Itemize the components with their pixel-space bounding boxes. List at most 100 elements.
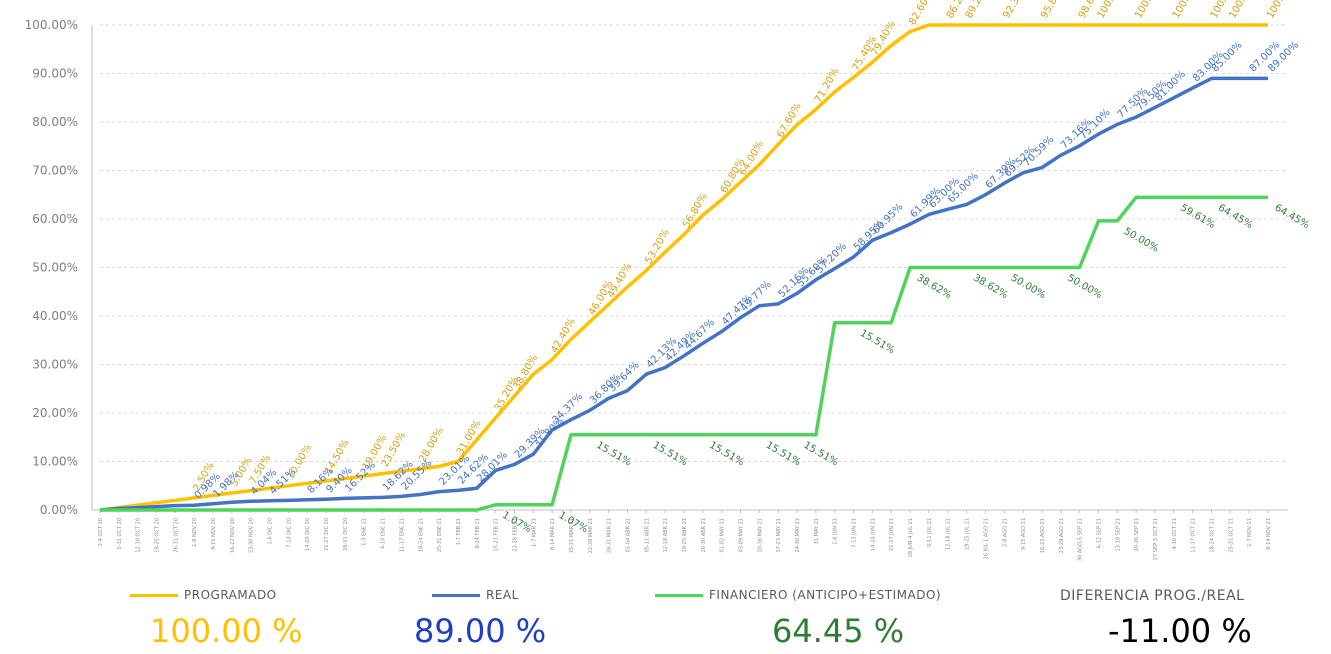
x-tick-label: 1-8 NOV 20: [192, 518, 198, 547]
x-tick-label: 11-17 ENE 21: [399, 518, 405, 552]
x-tick-label: 18-24 OCT 21: [1209, 518, 1215, 553]
series-lines: [99, 23, 1268, 512]
x-tick-label: 03-09 MAY 21: [739, 518, 745, 552]
x-tick-label: 1-6 DIC 20: [268, 518, 274, 545]
y-tick-label: 30.00%: [32, 358, 78, 372]
x-tick-label: 1-6 JUN 21: [833, 518, 839, 545]
x-tick-label: 28-31 DIC 20: [343, 518, 349, 551]
series-line-financiero: [100, 195, 1268, 512]
x-tick-label: 6-12 SEP 21: [1096, 518, 1102, 548]
series-line-programado: [99, 23, 1268, 512]
data-label-financiero: 64.45%: [1273, 202, 1312, 231]
legend-item-financiero: FINANCIERO (ANTICIPO+ESTIMADO): [655, 584, 941, 606]
data-label-financiero: 15.51%: [594, 440, 633, 469]
legend-swatch-financiero: [655, 593, 703, 597]
x-tick-label: 16-22 NOV 20: [230, 518, 236, 553]
y-tick-label: 70.00%: [32, 164, 78, 178]
diferencia-label: DIFERENCIA PROG./REAL: [1060, 588, 1245, 604]
x-tick-label: 7-13 JUN 21: [852, 518, 858, 548]
x-tick-label: 11-17 OCT 21: [1191, 518, 1197, 553]
x-tick-label: 8-14 FEB 21: [475, 518, 481, 548]
x-tick-label: 19-25 ABR 21: [682, 518, 688, 552]
x-tick-label: 30 AGO-5 SEP 21: [1078, 518, 1084, 561]
x-tick-label: 22-28 FEB 21: [512, 518, 518, 552]
data-label-programado: 95.80%: [1039, 0, 1068, 21]
data-label-programado: 28.00%: [417, 426, 446, 465]
data-label-programado: 100.00%: [1133, 0, 1165, 21]
x-tick-label: 19-25 OCT 20: [155, 518, 161, 553]
x-tick-label: 27 SEP-3 OCT 21: [1153, 518, 1159, 560]
x-tick-label: 20-26 SEP 21: [1134, 518, 1140, 551]
data-label-financiero: 15.51%: [651, 440, 690, 469]
x-axis: 2-4 OCT 20 5-11 OCT 20 12-18 OCT 20 19-25 O…: [92, 509, 1288, 561]
y-tick-label: 80.00%: [32, 115, 78, 129]
x-tick-label: 12-18 OCT 20: [136, 518, 142, 553]
y-tick-label: 100.00%: [25, 18, 78, 32]
grid-lines: [100, 24, 1288, 511]
data-label-programado: 82.60%: [907, 0, 936, 27]
y-tick-label: 90.00%: [32, 67, 78, 81]
x-tick-label: 16-22 AGO 21: [1040, 518, 1046, 553]
x-tick-label: 13-19 SEP 21: [1115, 518, 1121, 551]
data-label-financiero: 15.51%: [802, 440, 841, 469]
y-tick-label: 20.00%: [32, 406, 78, 420]
x-tick-label: 26 JUL-1 AGO 21: [983, 518, 989, 559]
x-tick-label: 29-31 MAR 21: [607, 518, 613, 553]
data-label-financiero: 50.00%: [1122, 226, 1161, 255]
legend-label-programado: PROGRAMADO: [184, 588, 277, 602]
data-label-programado: 100.00%: [1171, 0, 1203, 21]
data-label-financiero: 59.61%: [1178, 202, 1217, 231]
series-line-real: [99, 76, 1268, 512]
x-tick-label: 5-11 OCT 20: [117, 518, 123, 549]
y-axis: 0.00% 10.00% 20.00% 30.00% 40.00% 50.00% 60.00…: [25, 18, 93, 517]
data-label-programado: 100.00%: [1227, 0, 1259, 21]
x-tick-label: 18-24 ENE 21: [418, 518, 424, 552]
x-tick-label: 14-20 JUN 21: [870, 518, 876, 551]
legend-label-real: REAL: [486, 588, 519, 602]
y-tick-label: 60.00%: [32, 212, 78, 226]
data-label-financiero: 15.51%: [707, 440, 746, 469]
x-tick-label: 24-30 MAY 21: [795, 518, 801, 552]
y-tick-label: 50.00%: [32, 261, 78, 275]
summary-diferencia-value: -11.00 %: [1108, 612, 1252, 650]
summary-real-value: 89.00 %: [414, 612, 547, 650]
x-tick-label: 1-3 ENE 21: [362, 518, 368, 546]
x-tick-label: 4-10 ENE 21: [381, 518, 387, 549]
x-tick-label: 14-20 DIC 20: [305, 518, 311, 551]
data-label-financiero: 50.00%: [1065, 273, 1104, 302]
x-tick-label: 23-30 NOV 20: [249, 518, 255, 553]
legend-swatch-programado: [130, 593, 178, 597]
x-tick-label: 17-23 MAY 21: [776, 518, 782, 552]
x-tick-label: 25-31 ENE 21: [437, 518, 443, 552]
x-tick-label: 28 JUN-4 JUL 21: [908, 518, 914, 557]
x-tick-label: 25-31 OCT 21: [1228, 518, 1234, 553]
data-label-financiero: 38.62%: [915, 273, 954, 302]
data-label-financiero: 15.51%: [764, 440, 803, 469]
x-tick-label: 1-7 FEB 21: [456, 518, 462, 545]
x-tick-label: 5-11 JUL 21: [927, 518, 933, 547]
x-tick-label: 26-31 OCT 20: [173, 518, 179, 553]
summary-programado-value: 100.00 %: [150, 612, 303, 650]
legend-swatch-real: [432, 593, 480, 597]
data-label-financiero: 50.00%: [1009, 273, 1048, 302]
data-label-financiero: 15.51%: [858, 328, 897, 357]
data-label-programado: 92.33%: [1001, 0, 1030, 21]
x-tick-label: 4-10 OCT 21: [1172, 518, 1178, 549]
legend-label-financiero: FINANCIERO (ANTICIPO+ESTIMADO): [709, 588, 942, 602]
data-label-programado: 89.20%: [964, 0, 993, 21]
x-tick-label: 2-8 AGO 21: [1002, 518, 1008, 547]
x-tick-label: 22-28 MAR 21: [588, 518, 594, 553]
legend-item-real: REAL: [432, 584, 519, 606]
x-tick-label: 12-18 JUL 21: [946, 518, 952, 550]
x-tick-label: 01-02 MAY 21: [720, 518, 726, 552]
x-tick-label: 05-11 ABR 21: [644, 518, 650, 552]
y-tick-label: 0.00%: [40, 503, 78, 517]
x-tick-label: 21-27 JUN 21: [889, 518, 895, 551]
x-tick-label: 26-30 ABR 21: [701, 518, 707, 552]
data-label-programado: 100.00%: [1265, 0, 1297, 21]
x-tick-label: 2-4 OCT 20: [98, 518, 104, 546]
x-tick-label: 15-21 FEB 21: [494, 518, 500, 552]
legend-item-programado: PROGRAMADO: [130, 584, 277, 606]
x-tick-label: 7-13 DIC 20: [286, 518, 292, 548]
